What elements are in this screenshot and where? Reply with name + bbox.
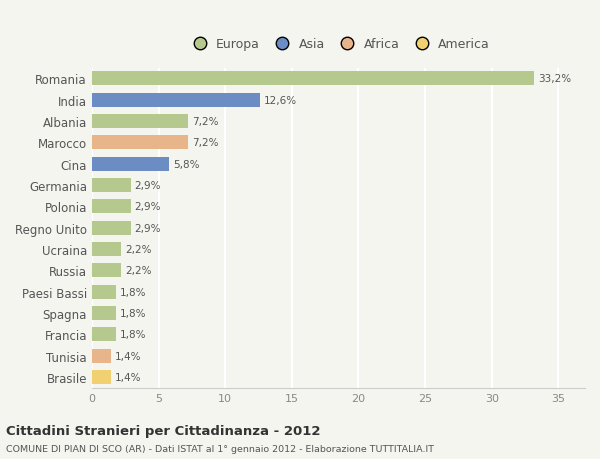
Text: 1,8%: 1,8% <box>120 308 146 319</box>
Bar <box>92 328 116 341</box>
Text: 2,2%: 2,2% <box>125 266 152 276</box>
Bar <box>92 94 260 107</box>
Legend: Europa, Asia, Africa, America: Europa, Asia, Africa, America <box>182 33 495 56</box>
Bar <box>92 370 110 384</box>
Bar <box>92 349 110 363</box>
Text: 1,4%: 1,4% <box>115 351 141 361</box>
Text: 2,9%: 2,9% <box>134 180 161 190</box>
Bar <box>92 285 116 299</box>
Text: 2,9%: 2,9% <box>134 223 161 233</box>
Text: 1,8%: 1,8% <box>120 287 146 297</box>
Text: 2,9%: 2,9% <box>134 202 161 212</box>
Text: 33,2%: 33,2% <box>538 74 571 84</box>
Text: Cittadini Stranieri per Cittadinanza - 2012: Cittadini Stranieri per Cittadinanza - 2… <box>6 424 320 437</box>
Bar <box>92 72 535 86</box>
Text: COMUNE DI PIAN DI SCO (AR) - Dati ISTAT al 1° gennaio 2012 - Elaborazione TUTTIT: COMUNE DI PIAN DI SCO (AR) - Dati ISTAT … <box>6 444 434 453</box>
Text: 1,8%: 1,8% <box>120 330 146 340</box>
Text: 2,2%: 2,2% <box>125 245 152 254</box>
Bar <box>92 264 121 278</box>
Text: 1,4%: 1,4% <box>115 372 141 382</box>
Bar <box>92 136 188 150</box>
Bar <box>92 221 131 235</box>
Bar <box>92 200 131 214</box>
Text: 7,2%: 7,2% <box>192 117 218 127</box>
Bar <box>92 179 131 192</box>
Bar <box>92 307 116 320</box>
Bar <box>92 242 121 257</box>
Text: 5,8%: 5,8% <box>173 159 200 169</box>
Text: 7,2%: 7,2% <box>192 138 218 148</box>
Bar <box>92 115 188 129</box>
Bar <box>92 157 169 171</box>
Text: 12,6%: 12,6% <box>264 95 297 106</box>
